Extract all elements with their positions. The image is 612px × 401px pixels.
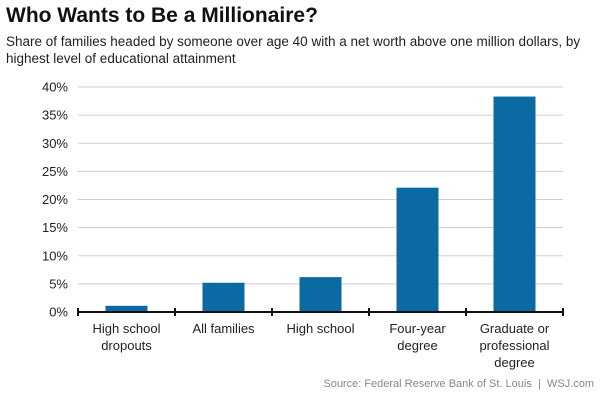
bar (202, 282, 245, 312)
x-tick-label: High school (287, 321, 355, 336)
x-tick-label: dropouts (101, 338, 152, 353)
y-tick-label: 15% (42, 220, 68, 235)
y-tick-label: 20% (42, 192, 68, 207)
x-tick-label: High school (93, 321, 161, 336)
x-tick-label: Four-year (389, 321, 446, 336)
x-tick-label: professional (479, 338, 549, 353)
y-tick-label: 40% (42, 80, 68, 95)
y-tick-label: 0% (49, 305, 68, 320)
bar (493, 96, 536, 312)
y-tick-label: 30% (42, 136, 68, 151)
y-tick-label: 5% (49, 276, 68, 291)
bar (105, 305, 148, 312)
y-tick-label: 25% (42, 164, 68, 179)
bar (396, 187, 439, 312)
bar (299, 277, 342, 312)
chart-subtitle: Share of families headed by someone over… (6, 34, 581, 66)
chart-title: Who Wants to Be a Millionaire? (6, 4, 318, 27)
source-note: Source: Federal Reserve Bank of St. Loui… (323, 378, 594, 390)
x-tick-label: Graduate or (480, 321, 550, 336)
x-tick-label: degree (494, 355, 534, 370)
x-tick-label: All families (192, 321, 255, 336)
y-tick-label: 35% (42, 108, 68, 123)
y-tick-label: 10% (42, 248, 68, 263)
x-tick-label: degree (397, 338, 437, 353)
